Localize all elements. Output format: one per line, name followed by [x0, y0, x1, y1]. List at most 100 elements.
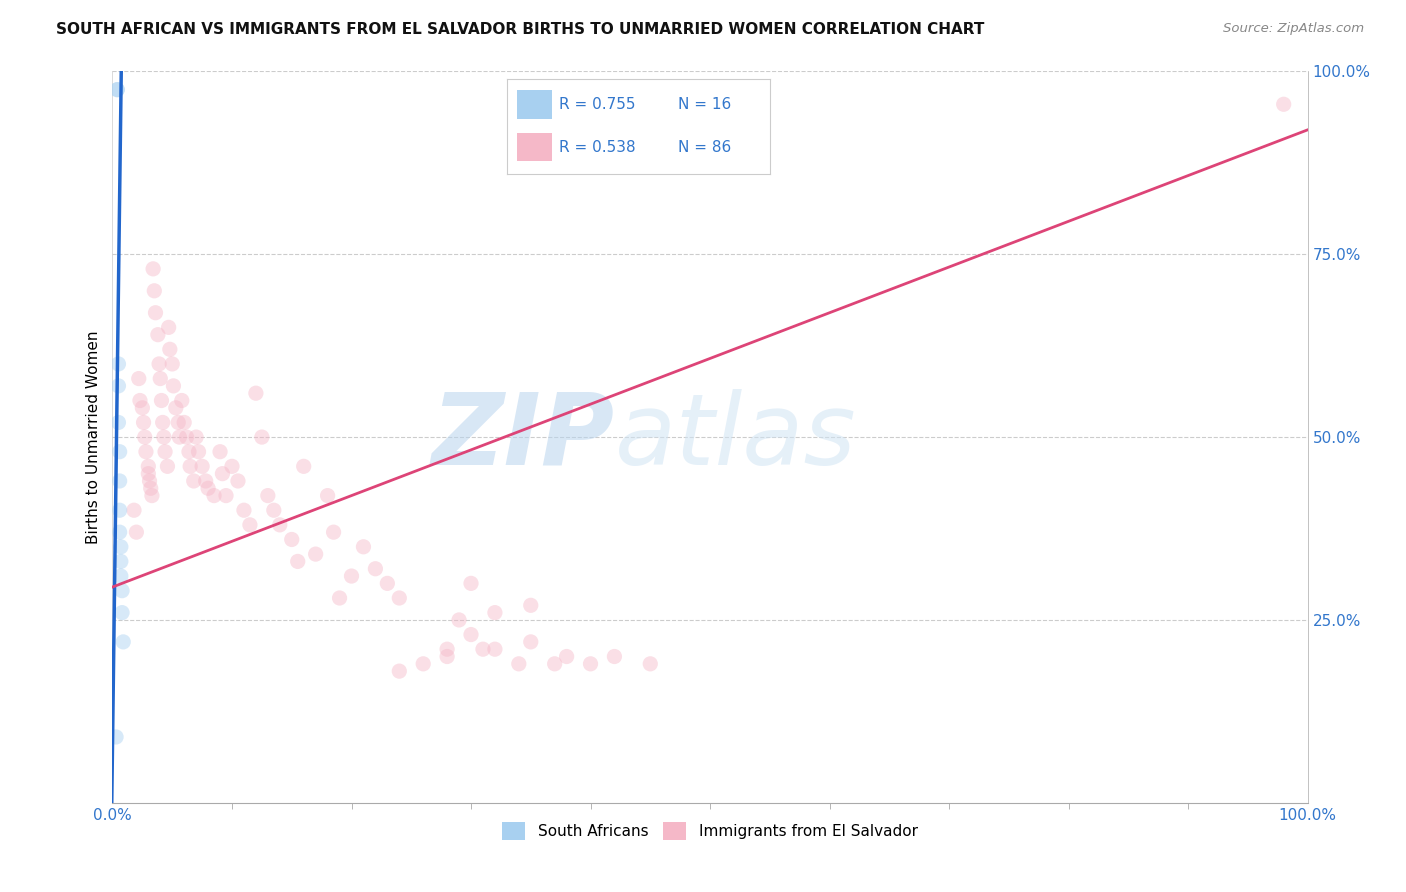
Point [110, 554, 132, 568]
Point [388, 591, 411, 605]
Point [131, 401, 153, 415]
Point [316, 489, 339, 503]
Point [153, 444, 176, 458]
Text: atlas: atlas [614, 389, 856, 485]
Point [177, 444, 200, 458]
Point [107, 416, 129, 430]
Point [211, 467, 233, 481]
Point [108, 444, 131, 458]
Point [143, 284, 166, 298]
Point [169, 430, 191, 444]
Point [176, 430, 198, 444]
Point [263, 503, 285, 517]
Point [579, 657, 602, 671]
Point [460, 627, 482, 641]
Point [1272, 97, 1295, 112]
Point [202, 489, 225, 503]
Point [132, 416, 155, 430]
Point [107, 357, 129, 371]
Point [245, 386, 267, 401]
Point [215, 489, 238, 503]
Point [460, 576, 482, 591]
Point [142, 261, 165, 276]
Point [122, 503, 145, 517]
Point [179, 459, 201, 474]
Text: SOUTH AFRICAN VS IMMIGRANTS FROM EL SALVADOR BIRTHS TO UNMARRIED WOMEN CORRELATI: SOUTH AFRICAN VS IMMIGRANTS FROM EL SALV… [56, 22, 984, 37]
Point [165, 401, 187, 415]
Point [105, 83, 128, 97]
Point [112, 635, 135, 649]
Point [436, 649, 458, 664]
Point [329, 591, 352, 605]
Point [159, 343, 181, 357]
Point [162, 357, 183, 371]
Point [125, 525, 148, 540]
Point [603, 649, 626, 664]
Point [186, 430, 208, 444]
Point [239, 517, 262, 532]
Point [128, 371, 150, 385]
Point [305, 547, 328, 561]
Point [484, 606, 506, 620]
Point [135, 444, 157, 458]
Point [194, 474, 217, 488]
Point [555, 649, 578, 664]
Point [322, 525, 344, 540]
Point [287, 554, 309, 568]
Point [108, 503, 131, 517]
Point [257, 489, 280, 503]
Point [226, 474, 249, 488]
Point [209, 444, 232, 458]
Text: Source: ZipAtlas.com: Source: ZipAtlas.com [1223, 22, 1364, 36]
Point [233, 503, 256, 517]
Point [111, 583, 134, 598]
Point [170, 393, 193, 408]
Point [141, 489, 163, 503]
Point [197, 481, 219, 495]
Point [412, 657, 434, 671]
Point [156, 459, 179, 474]
Point [148, 357, 170, 371]
Point [138, 467, 160, 481]
Point [134, 430, 156, 444]
Point [352, 540, 374, 554]
Point [484, 642, 506, 657]
Point [157, 320, 180, 334]
Point [162, 379, 184, 393]
Point [139, 481, 162, 495]
Point [138, 474, 160, 488]
Point [543, 657, 565, 671]
Point [388, 664, 411, 678]
Point [377, 576, 399, 591]
Point [250, 430, 273, 444]
Point [221, 459, 243, 474]
Point [520, 635, 543, 649]
Point [167, 416, 190, 430]
Point [129, 393, 152, 408]
Point [105, 83, 128, 97]
Point [111, 606, 134, 620]
Point [107, 379, 129, 393]
Point [269, 517, 291, 532]
Point [173, 416, 195, 430]
Point [364, 562, 387, 576]
Point [292, 459, 315, 474]
Point [145, 306, 167, 320]
Point [183, 474, 205, 488]
Point [520, 599, 543, 613]
Point [108, 474, 131, 488]
Point [110, 569, 132, 583]
Point [149, 371, 172, 385]
Point [138, 459, 160, 474]
Point [640, 657, 662, 671]
Point [105, 730, 128, 744]
Point [281, 533, 304, 547]
Point [191, 459, 214, 474]
Y-axis label: Births to Unmarried Women: Births to Unmarried Women [86, 330, 101, 544]
Point [150, 393, 173, 408]
Point [340, 569, 363, 583]
Point [187, 444, 209, 458]
Point [108, 525, 131, 540]
Point [152, 416, 174, 430]
Point [508, 657, 530, 671]
